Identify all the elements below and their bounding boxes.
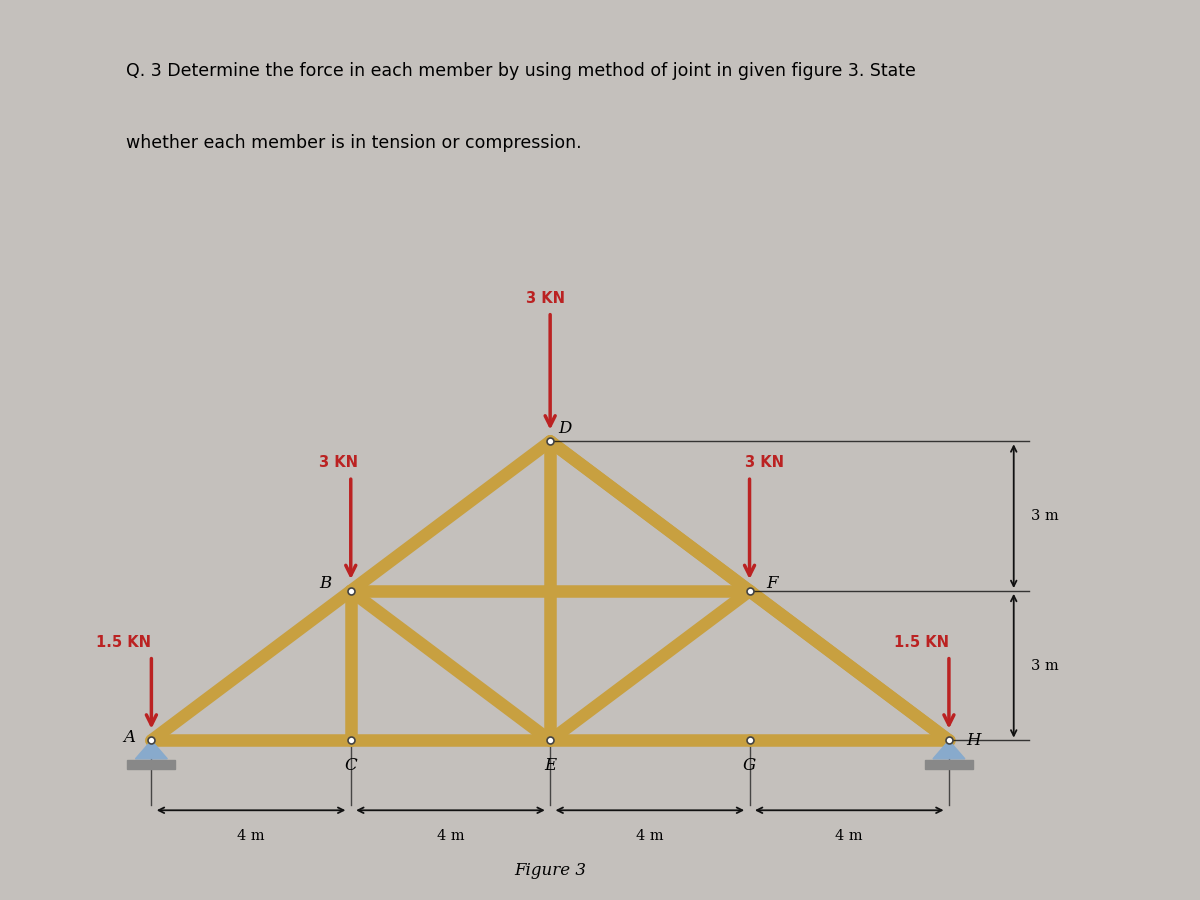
Text: whether each member is in tension or compression.: whether each member is in tension or com… xyxy=(126,133,582,151)
Text: 1.5 KN: 1.5 KN xyxy=(894,634,949,650)
Text: D: D xyxy=(558,420,571,437)
Text: F: F xyxy=(767,575,778,592)
Text: 1.5 KN: 1.5 KN xyxy=(96,634,151,650)
Text: 4 m: 4 m xyxy=(636,829,664,843)
Text: Q. 3 Determine the force in each member by using method of joint in given figure: Q. 3 Determine the force in each member … xyxy=(126,62,916,80)
Text: H: H xyxy=(966,732,982,749)
Text: Figure 3: Figure 3 xyxy=(514,861,586,878)
Polygon shape xyxy=(136,741,167,759)
Text: 3 KN: 3 KN xyxy=(526,291,565,306)
Text: 3 KN: 3 KN xyxy=(745,455,784,471)
Polygon shape xyxy=(925,760,973,770)
Text: 4 m: 4 m xyxy=(835,829,863,843)
Text: E: E xyxy=(544,757,557,774)
Polygon shape xyxy=(932,741,965,759)
Text: B: B xyxy=(319,575,332,592)
Text: 4 m: 4 m xyxy=(437,829,464,843)
Text: 4 m: 4 m xyxy=(238,829,265,843)
Text: G: G xyxy=(743,757,756,774)
Text: 3 m: 3 m xyxy=(1031,509,1058,523)
Polygon shape xyxy=(127,760,175,770)
Text: 3 m: 3 m xyxy=(1031,659,1058,672)
Text: A: A xyxy=(122,730,134,746)
Text: C: C xyxy=(344,757,358,774)
Text: 3 KN: 3 KN xyxy=(319,455,358,471)
